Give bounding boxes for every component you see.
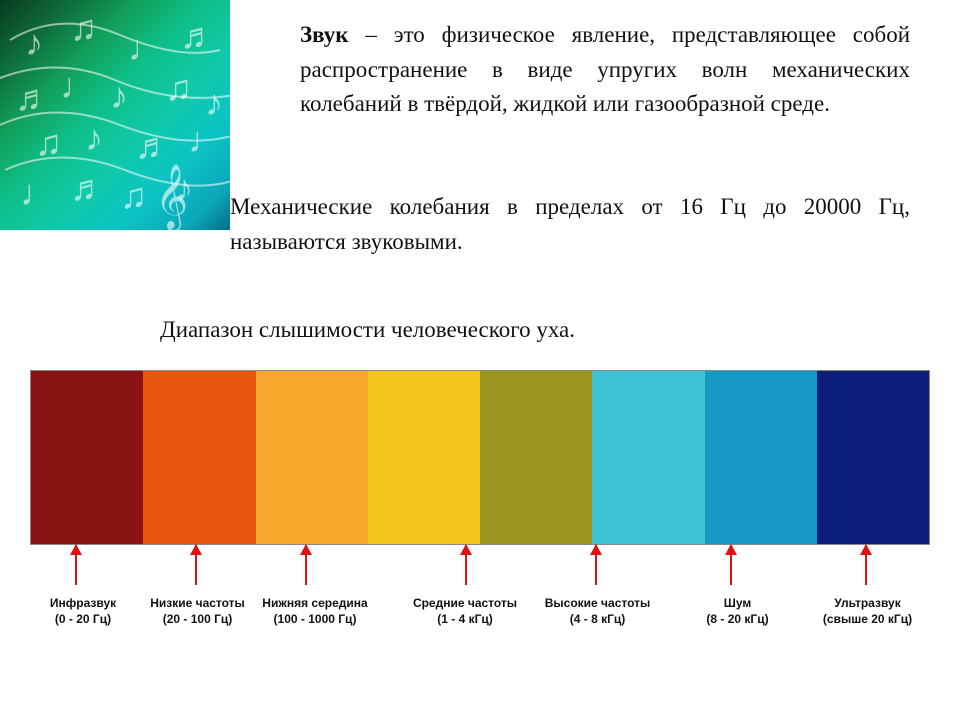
band-label-6: Ультразвук(свыше 20 кГц) [810,595,925,627]
svg-text:♩: ♩ [128,28,164,68]
band-label-name: Инфразвук [50,596,116,610]
spectrum-band-1 [143,371,255,544]
spectrum-band-2 [256,371,368,544]
band-label-range: (8 - 20 кГц) [690,611,785,627]
svg-text:♫: ♫ [120,176,147,216]
definition-paragraph: Звук – это физическое явление, представл… [300,18,910,122]
frequency-range-paragraph: Механические колебания в пределах от 16 … [230,190,910,259]
svg-text:♪: ♪ [85,118,103,158]
spectrum-bands [30,370,930,545]
band-label-0: Инфразвук(0 - 20 Гц) [33,595,133,627]
band-label-range: (4 - 8 кГц) [540,611,655,627]
band-label-name: Средние частоты [413,596,517,610]
svg-text:♬: ♬ [70,168,106,208]
svg-text:♪: ♪ [25,23,43,63]
band-label-range: (20 - 100 Гц) [145,611,250,627]
band-label-name: Ультразвук [834,596,900,610]
chart-title: Диапазон слышимости человеческого уха. [160,317,860,343]
svg-text:♩: ♩ [60,66,96,106]
band-label-3: Средние частоты(1 - 4 кГц) [410,595,520,627]
svg-text:♫: ♫ [35,123,62,163]
band-label-name: Высокие частоты [545,596,651,610]
svg-text:♪: ♪ [110,76,128,116]
spectrum-band-5 [592,371,704,544]
svg-text:♫: ♫ [165,68,192,108]
arrow-1 [195,545,197,585]
band-label-2: Нижняя середина(100 - 1000 Гц) [260,595,370,627]
spectrum-band-4 [480,371,592,544]
music-notes-decoration: ♪ ♫ ♩ ♬ ♬ ♩ ♪ ♫ ♪ ♫ ♪ ♬ ♩ ♩ ♬ ♫ ♪ 𝄞 [0,0,230,230]
arrow-0 [75,545,77,585]
arrow-6 [865,545,867,585]
svg-text:♫: ♫ [70,8,97,48]
band-arrows [30,545,930,595]
arrow-2 [305,545,307,585]
svg-text:♬: ♬ [15,78,51,118]
band-label-range: (1 - 4 кГц) [410,611,520,627]
hearing-range-chart: Инфразвук(0 - 20 Гц) Низкие частоты(20 - … [30,370,930,675]
band-label-name: Низкие частоты [150,596,245,610]
band-labels: Инфразвук(0 - 20 Гц) Низкие частоты(20 - … [30,595,930,675]
arrow-5 [730,545,732,585]
svg-text:𝄞: 𝄞 [155,164,188,230]
svg-text:♬: ♬ [135,126,171,166]
spectrum-band-0 [31,371,143,544]
spectrum-band-3 [368,371,480,544]
arrow-4 [595,545,597,585]
band-label-range: (100 - 1000 Гц) [260,611,370,627]
arrow-3 [465,545,467,585]
band-label-name: Шум [724,596,751,610]
band-label-4: Высокие частоты(4 - 8 кГц) [540,595,655,627]
svg-text:♬: ♬ [180,16,216,56]
svg-text:♪: ♪ [205,83,223,123]
band-label-5: Шум(8 - 20 кГц) [690,595,785,627]
spectrum-band-7 [817,371,929,544]
band-label-name: Нижняя середина [262,596,367,610]
band-label-1: Низкие частоты(20 - 100 Гц) [145,595,250,627]
spectrum-band-6 [705,371,817,544]
svg-text:♩: ♩ [20,173,56,213]
svg-text:♩: ♩ [188,120,224,160]
band-label-range: (свыше 20 кГц) [810,611,925,627]
band-label-range: (0 - 20 Гц) [33,611,133,627]
